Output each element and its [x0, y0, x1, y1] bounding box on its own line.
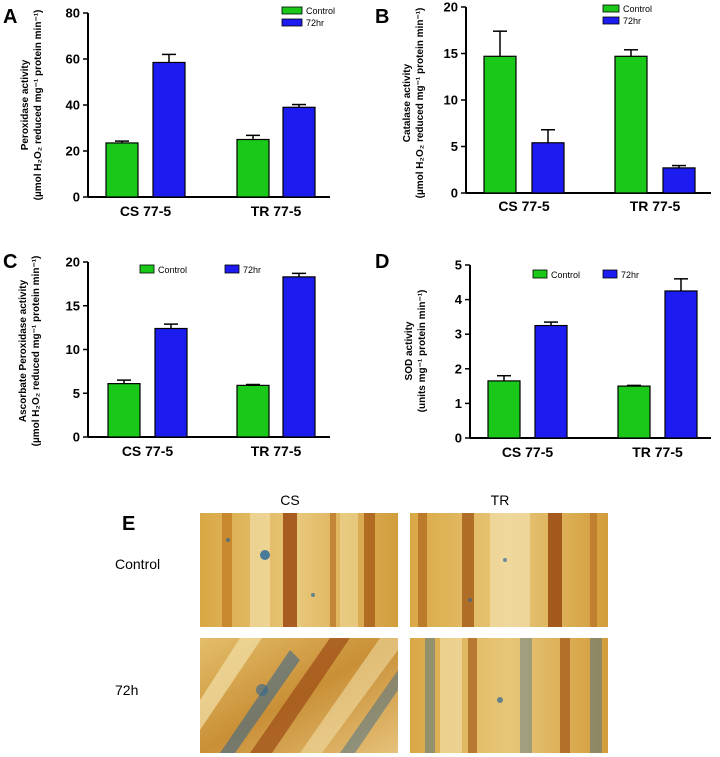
col-label-tr: TR [491, 492, 510, 508]
panel-c-chart: C 0 5 10 15 20 Ascorbate Peroxidase activity (µ… [3, 251, 330, 459]
panel-d-ylabel: SOD activity (units mg⁻¹ protein min⁻¹) [404, 290, 428, 413]
panel-a-chart: A 0 20 40 60 80 Peroxidase activity (µmol H₂O₂ … [3, 6, 335, 220]
panel-d-ytick-label-5: 5 [455, 258, 462, 273]
panel-d-bar-control-0 [487, 380, 521, 439]
panel-a-ytick-label-0: 0 [73, 190, 80, 205]
panel-c-ylabel-line1: Ascorbate Peroxidase activity [18, 279, 29, 422]
panel-a-ylabel-line1: Peroxidase activity [20, 59, 31, 150]
panel-b-ytick-label-3: 15 [444, 46, 458, 61]
panel-a-category-label-1: TR 77-5 [251, 203, 302, 219]
panel-c-ylabel: Ascorbate Peroxidase activity (µmol H₂O₂ … [18, 256, 42, 447]
panel-b-bar-control-1 [614, 55, 648, 194]
row-label-control: Control [115, 556, 160, 572]
panel-c-legend-label-control: Control [158, 265, 187, 275]
panel-c-ylabel-line2: (µmol H₂O₂ reduced mg⁻¹ protein min⁻¹) [31, 256, 42, 447]
panel-b-ylabel-line2: (µmol H₂O₂ reduced mg⁻¹ protein min⁻¹) [415, 8, 426, 199]
panel-b-bar-control-0 [483, 55, 517, 194]
panel-d-bar-72hr-0 [534, 324, 568, 439]
panel-a-ytick-label-4: 80 [66, 6, 80, 21]
panel-d-chart: D 0 1 2 3 4 5 SOD activity (units mg⁻¹ protein m… [375, 251, 711, 460]
panel-a-ylabel: Peroxidase activity (µmol H₂O₂ reduced mg… [20, 10, 44, 201]
panel-c-bar-control-1 [236, 384, 270, 438]
panel-c-ytick-label-2: 10 [66, 342, 80, 357]
micrograph-tr-72h [410, 638, 608, 753]
panel-a-bar-72hr-0 [152, 61, 186, 198]
panel-d-ytick-label-4: 4 [455, 292, 463, 307]
panel-d-legend-label-72hr: 72hr [621, 270, 639, 280]
panel-d-bar-72hr-1 [664, 290, 698, 439]
panel-d-ytick-label-2: 2 [455, 361, 462, 376]
panel-c-category-label-1: TR 77-5 [251, 443, 302, 459]
panel-b-legend-swatch-72hr [602, 16, 620, 25]
panel-c-legend-swatch-control [139, 264, 155, 274]
panel-c-bar-72hr-0 [154, 327, 188, 438]
panel-c-ytick-label-3: 15 [66, 298, 80, 313]
panel-b-ytick-label-0: 0 [451, 186, 458, 201]
panel-d-legend-swatch-72hr [602, 269, 618, 279]
panel-b-ytick-label-1: 5 [451, 139, 458, 154]
panel-d-legend-swatch-control [532, 269, 548, 279]
panel-c-bar-72hr-1 [282, 276, 316, 438]
panel-c-letter: C [3, 251, 17, 273]
panel-b-letter: B [375, 6, 389, 28]
panel-e: E CS TR Control 72h [115, 492, 608, 753]
panel-c-bar-control-0 [107, 383, 141, 438]
panel-c-legend-label-72hr: 72hr [243, 265, 261, 275]
panel-d-ytick-label-3: 3 [455, 327, 462, 342]
panel-d-ytick-label-1: 1 [455, 396, 462, 411]
panel-b-ytick-label-2: 10 [444, 93, 458, 108]
row-label-72h: 72h [115, 682, 138, 698]
panel-d-bar-control-1 [617, 385, 651, 439]
panel-a-legend-label-control: Control [306, 6, 335, 16]
panel-b-legend-label-control: Control [623, 4, 652, 14]
panel-b-category-label-0: CS 77-5 [498, 198, 550, 214]
col-label-cs: CS [280, 492, 299, 508]
panel-b-bar-72hr-0 [531, 142, 565, 194]
panel-b-legend-swatch-control [602, 4, 620, 13]
panel-a-legend-swatch-control [281, 6, 303, 15]
panel-d-letter: D [375, 251, 389, 273]
panel-b-ytick-label-4: 20 [444, 0, 458, 15]
panel-c-ytick-label-4: 20 [66, 255, 80, 270]
panel-a-bar-control-1 [236, 138, 270, 198]
micrograph-cs-72h [200, 638, 398, 753]
panel-c-ytick-label-1: 5 [73, 386, 80, 401]
micrograph-tr-control [410, 513, 608, 627]
panel-a-legend-label-72hr: 72hr [306, 18, 324, 28]
panel-a-bar-72hr-1 [282, 106, 316, 198]
panel-a-ytick-label-2: 40 [66, 98, 80, 113]
panel-d-legend-label-control: Control [551, 270, 580, 280]
panel-a-letter: A [3, 6, 17, 28]
panel-a-bar-control-0 [105, 142, 139, 198]
panel-b-ylabel-line1: Catalase activity [402, 63, 413, 142]
panel-a-ylabel-line2: (µmol H₂O₂ reduced mg⁻¹ protein min⁻¹) [33, 10, 44, 201]
panel-b-chart: B 0 5 10 15 20 Catalase activity (µmol H₂O₂ red… [375, 0, 711, 214]
panel-d-category-label-0: CS 77-5 [502, 444, 554, 460]
panel-c-category-label-0: CS 77-5 [122, 443, 174, 459]
panel-b-legend-label-72hr: 72hr [623, 16, 641, 26]
panel-d-category-label-1: TR 77-5 [632, 444, 683, 460]
panel-d-ylabel-line2: (units mg⁻¹ protein min⁻¹) [417, 290, 428, 413]
panel-c-ytick-label-0: 0 [73, 430, 80, 445]
panel-d-ytick-label-0: 0 [455, 431, 462, 446]
panel-a-legend-swatch-72hr [281, 18, 303, 27]
panel-c-legend-swatch-72hr [224, 264, 240, 274]
panel-b-bar-72hr-1 [662, 167, 696, 194]
panel-a-ytick-label-1: 20 [66, 144, 80, 159]
panel-e-letter: E [122, 513, 135, 535]
panel-b-ylabel: Catalase activity (µmol H₂O₂ reduced mg⁻¹… [402, 8, 426, 199]
panel-d-ylabel-line1: SOD activity [404, 321, 415, 380]
panel-a-category-label-0: CS 77-5 [120, 203, 172, 219]
panel-b-category-label-1: TR 77-5 [630, 198, 681, 214]
micrograph-cs-control [200, 513, 398, 627]
panel-a-ytick-label-3: 60 [66, 52, 80, 67]
